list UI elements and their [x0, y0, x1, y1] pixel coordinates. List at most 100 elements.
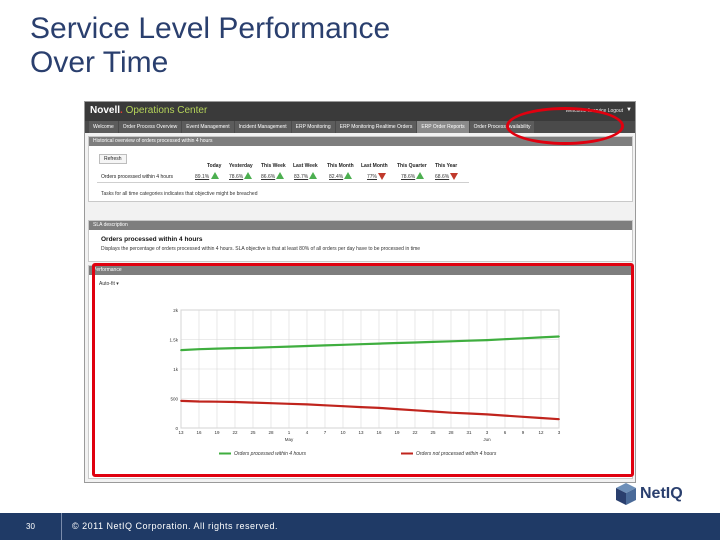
autofit-select[interactable]: Auto-fit ▾ — [99, 281, 119, 287]
tab-welcome[interactable]: Welcome — [89, 121, 118, 133]
tab-erp-monitoring-realtime[interactable]: ERP Monitoring Realtime Orders — [335, 121, 417, 133]
historical-panel-header: Historical overview of orders processed … — [89, 137, 632, 146]
col-last-week: Last Week — [293, 163, 318, 169]
arrow-up-icon — [244, 172, 252, 179]
legend-entry: Orders processed within 4 hours — [234, 451, 306, 457]
x-tick-label: 3 — [558, 430, 561, 435]
row-label: Orders processed within 4 hours — [101, 174, 173, 180]
x-tick-label: 3 — [486, 430, 489, 435]
data-point — [378, 407, 380, 409]
slide-title: Service Level Performance Over Time — [30, 12, 490, 80]
data-point — [486, 413, 488, 416]
arrow-up-icon — [416, 172, 424, 179]
data-point — [252, 346, 254, 349]
brand-product: Operations Center — [125, 105, 208, 116]
tab-erp-order-reports[interactable]: ERP Order Reports — [417, 121, 469, 133]
tab-incident-management[interactable]: Incident Management — [234, 121, 291, 133]
data-point — [414, 409, 416, 412]
value-last-week[interactable]: 83.7% — [294, 174, 309, 180]
x-tick-label: 19 — [394, 430, 400, 435]
sla-title: Orders processed within 4 hours — [101, 236, 203, 243]
data-point — [504, 338, 506, 341]
app-screenshot: Novell. Operations Center Welcome Itserv… — [84, 101, 636, 483]
arrow-up-icon — [344, 172, 352, 179]
value-this-week[interactable]: 86.6% — [261, 174, 276, 180]
data-point — [468, 412, 470, 415]
value-yesterday[interactable]: 78.6% — [229, 174, 244, 180]
value-this-quarter[interactable]: 78.6% — [401, 174, 416, 180]
netiq-logo-text: NetIQ — [640, 485, 683, 502]
tab-event-management[interactable]: Event Management — [182, 121, 234, 133]
copyright-text: © 2011 NetIQ Corporation. All rights res… — [72, 521, 279, 531]
sla-panel-header: SLA description — [89, 221, 632, 230]
x-tick-label: 9 — [522, 430, 525, 435]
data-point — [396, 342, 398, 344]
x-tick-label: 22 — [412, 430, 418, 435]
brand-prefix: Novell — [90, 105, 121, 116]
data-point — [180, 399, 182, 402]
col-last-month: Last Month — [361, 163, 388, 169]
sla-description: Displays the percentage of orders proces… — [101, 246, 421, 252]
arrow-up-icon — [309, 172, 317, 179]
y-tick-label: 1k — [173, 367, 179, 372]
value-this-year[interactable]: 68.6% — [435, 174, 450, 180]
page-number: 30 — [0, 513, 62, 540]
data-point — [342, 343, 344, 346]
data-point — [522, 415, 524, 418]
data-point — [432, 410, 434, 413]
row-divider — [97, 182, 469, 183]
x-tick-label: 28 — [448, 430, 454, 435]
data-point — [558, 335, 560, 338]
tab-erp-monitoring[interactable]: ERP Monitoring — [291, 121, 335, 133]
data-point — [414, 341, 416, 344]
tab-order-process-overview[interactable]: Order Process Overview — [118, 121, 182, 133]
data-point — [360, 406, 362, 408]
data-point — [468, 339, 470, 342]
data-point — [234, 347, 236, 349]
refresh-button[interactable]: Refresh — [99, 154, 127, 164]
x-tick-label: 16 — [196, 430, 202, 435]
value-today[interactable]: 89.1% — [195, 174, 210, 180]
data-point — [288, 345, 290, 348]
performance-panel-header: Performance — [89, 266, 632, 275]
x-tick-label: 28 — [268, 430, 274, 435]
x-tick-label: 1 — [288, 430, 291, 435]
data-point — [270, 346, 272, 349]
month-label: Jun — [483, 437, 491, 442]
data-point — [378, 342, 380, 345]
y-tick-label: 0 — [175, 426, 178, 431]
slide-title-line2: Over Time — [30, 46, 169, 79]
data-point — [396, 408, 398, 411]
y-tick-label: 500 — [170, 397, 178, 402]
data-point — [540, 417, 542, 419]
x-tick-label: 12 — [538, 430, 544, 435]
x-tick-label: 19 — [214, 430, 220, 435]
brand-logo: Novell. Operations Center — [90, 105, 207, 116]
x-tick-label: 13 — [358, 430, 364, 435]
data-point — [342, 405, 344, 408]
x-tick-label: 7 — [324, 430, 327, 435]
data-point — [324, 344, 326, 347]
breach-note: Tasks for all time categories indicates … — [101, 191, 258, 197]
value-this-month[interactable]: 82.4% — [329, 174, 344, 180]
x-tick-label: 10 — [340, 430, 346, 435]
data-point — [522, 337, 524, 340]
chevron-down-icon[interactable]: ▼ — [626, 107, 632, 113]
netiq-cube-icon — [616, 483, 636, 505]
data-point — [486, 339, 488, 341]
data-point — [324, 404, 326, 407]
x-tick-label: 25 — [250, 430, 256, 435]
col-today: Today — [207, 163, 222, 169]
value-last-month[interactable]: 77% — [367, 174, 378, 180]
col-this-month: This Month — [327, 163, 354, 169]
arrow-up-icon — [211, 172, 219, 179]
data-point — [180, 349, 182, 352]
historical-overview-panel: Historical overview of orders processed … — [88, 136, 633, 202]
data-point — [432, 340, 434, 343]
netiq-logo: NetIQ — [614, 482, 694, 506]
x-tick-label: 4 — [306, 430, 309, 435]
logout-link[interactable]: Logout — [607, 108, 623, 114]
month-label: May — [285, 437, 294, 442]
data-point — [234, 401, 236, 403]
